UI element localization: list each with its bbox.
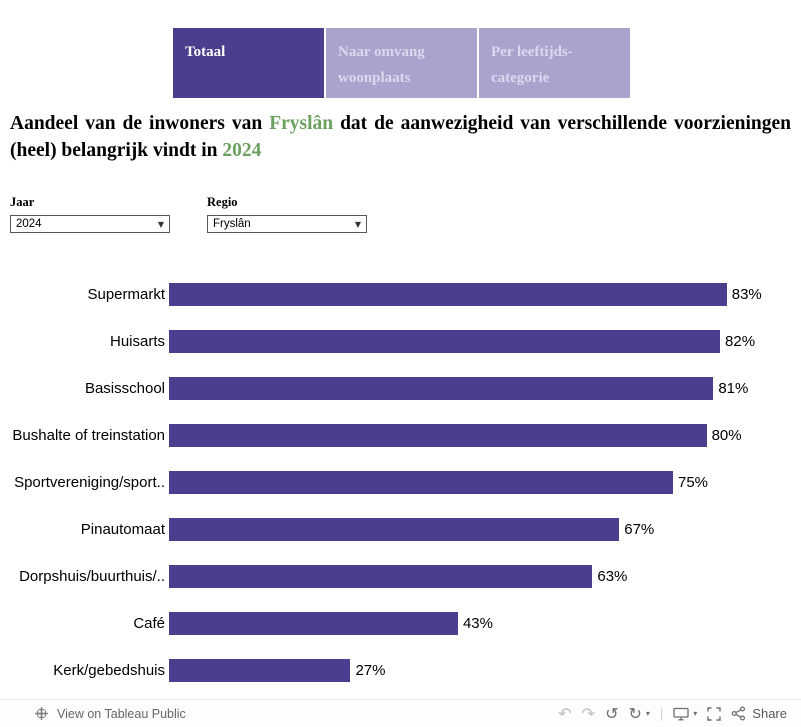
category-label: Dorpshuis/buurthuis/.. bbox=[19, 568, 165, 585]
page-title: Aandeel van de inwoners van Fryslân dat … bbox=[10, 110, 791, 164]
bar-value-label: 75% bbox=[678, 474, 709, 491]
view-on-tableau-public-link[interactable]: View on Tableau Public bbox=[57, 706, 186, 721]
bar[interactable] bbox=[169, 518, 620, 541]
tableau-logo-icon[interactable] bbox=[34, 706, 49, 721]
category-label: Café bbox=[133, 615, 165, 632]
tab-label: categorie bbox=[491, 70, 550, 86]
regio-dropdown-value: Fryslân bbox=[213, 218, 251, 230]
category-label: Pinautomaat bbox=[80, 521, 165, 538]
reset-icon[interactable]: ↺ bbox=[605, 703, 619, 723]
bar[interactable] bbox=[169, 283, 727, 306]
bar-value-label: 80% bbox=[711, 427, 742, 444]
bar-value-label: 67% bbox=[624, 521, 655, 538]
share-label[interactable]: Share bbox=[752, 706, 787, 721]
device-preview-icon[interactable] bbox=[673, 707, 689, 721]
bar[interactable] bbox=[169, 612, 458, 635]
bar-chart: Supermarkt 83% Huisarts 82% Basisschool 81% Bu… bbox=[5, 271, 762, 694]
chart-row: Pinautomaat 67% bbox=[5, 506, 762, 553]
title-text: dat de aanwezigheid van verschillende vo… bbox=[10, 113, 791, 161]
undo-icon[interactable]: ↶ bbox=[558, 703, 572, 723]
regio-dropdown[interactable]: Fryslân ▼ bbox=[207, 215, 367, 233]
chart-row: Supermarkt 83% bbox=[5, 271, 762, 318]
regio-filter-label: Regio bbox=[207, 195, 238, 209]
toolbar-separator: | bbox=[659, 706, 664, 721]
chart-row: Sportvereniging/sport.. 75% bbox=[5, 459, 762, 506]
bar[interactable] bbox=[169, 377, 714, 400]
bar-value-label: 43% bbox=[462, 615, 493, 632]
filter-regio: Regio Fryslân ▼ bbox=[207, 195, 367, 233]
tab-label: woonplaats bbox=[338, 70, 411, 86]
category-label: Basisschool bbox=[84, 380, 165, 397]
bar[interactable] bbox=[169, 330, 721, 353]
refresh-caret-icon[interactable]: ▾ bbox=[645, 709, 650, 718]
title-year-highlight: 2024 bbox=[222, 140, 262, 161]
bar-value-label: 82% bbox=[725, 333, 756, 350]
bottom-toolbar: View on Tableau Public ↶ ↷ ↺ ↻ ▾ | ▾ bbox=[0, 699, 801, 727]
chevron-down-icon: ▼ bbox=[157, 219, 164, 229]
chart-row: Café 43% bbox=[5, 600, 762, 647]
category-label: Huisarts bbox=[109, 333, 165, 350]
filter-jaar: Jaar 2024 ▼ bbox=[10, 195, 170, 233]
chevron-down-icon: ▼ bbox=[354, 219, 361, 229]
fullscreen-icon[interactable] bbox=[707, 706, 721, 721]
category-label: Bushalte of treinstation bbox=[12, 427, 165, 444]
title-region-highlight: Fryslân bbox=[269, 113, 334, 134]
tab-totaal[interactable]: Totaal bbox=[173, 28, 324, 98]
share-icon[interactable] bbox=[731, 706, 746, 721]
bar-value-label: 83% bbox=[731, 286, 762, 303]
bar[interactable] bbox=[169, 565, 593, 588]
jaar-filter-label: Jaar bbox=[10, 195, 35, 209]
filter-row: Jaar 2024 ▼ Regio Fryslân ▼ bbox=[10, 195, 367, 233]
jaar-dropdown[interactable]: 2024 ▼ bbox=[10, 215, 170, 233]
category-label: Sportvereniging/sport.. bbox=[14, 474, 165, 491]
redo-icon[interactable]: ↷ bbox=[581, 703, 596, 723]
tab-label: Per leeftijds- bbox=[491, 44, 573, 60]
chart-row: Dorpshuis/buurthuis/.. 63% bbox=[5, 553, 762, 600]
tab-label: Naar omvang bbox=[338, 44, 425, 60]
bar-value-label: 81% bbox=[718, 380, 749, 397]
toolbar-actions: ↶ ↷ ↺ ↻ ▾ | ▾ bbox=[558, 703, 787, 723]
bar[interactable] bbox=[169, 471, 673, 494]
device-caret-icon[interactable]: ▾ bbox=[693, 709, 698, 718]
bar-value-label: 27% bbox=[355, 662, 386, 679]
category-label: Kerk/gebedshuis bbox=[53, 662, 165, 679]
jaar-dropdown-value: 2024 bbox=[16, 218, 42, 230]
tab-naar-omvang-woonplaats[interactable]: Naar omvang woonplaats bbox=[326, 28, 477, 98]
bar[interactable] bbox=[169, 659, 351, 682]
chart-row: Huisarts 82% bbox=[5, 318, 762, 365]
bar-value-label: 63% bbox=[597, 568, 628, 585]
tab-bar: Totaal Naar omvang woonplaats Per leefti… bbox=[173, 28, 630, 98]
category-label: Supermarkt bbox=[87, 286, 165, 303]
tab-per-leeftijdscategorie[interactable]: Per leeftijds- categorie bbox=[479, 28, 630, 98]
title-text: Aandeel van de inwoners van bbox=[10, 113, 270, 134]
chart-row: Basisschool 81% bbox=[5, 365, 762, 412]
chart-row: Kerk/gebedshuis 27% bbox=[5, 647, 762, 694]
refresh-icon[interactable]: ↻ bbox=[628, 703, 642, 723]
tab-label: Totaal bbox=[185, 44, 226, 60]
bar[interactable] bbox=[169, 424, 707, 447]
chart-row: Bushalte of treinstation 80% bbox=[5, 412, 762, 459]
